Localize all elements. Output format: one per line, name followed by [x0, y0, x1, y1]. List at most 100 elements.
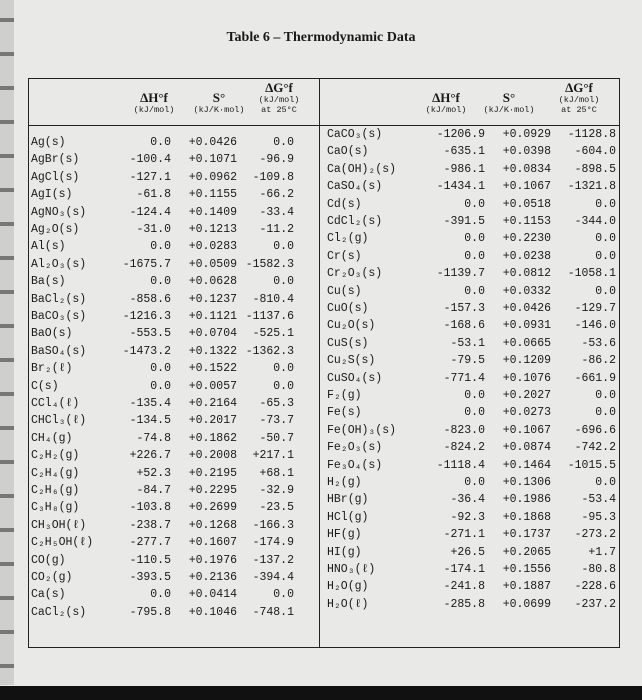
- entropy-cell: +0.2008: [188, 449, 237, 463]
- entropy-cell: +0.1737: [502, 528, 551, 542]
- table-row: CaCO₃(s) -1206.9 +0.0929 -1128.8: [327, 126, 617, 143]
- delta-h-cell: -1118.4: [436, 458, 485, 472]
- table-row: BaSO₄(s) -1473.2 +0.1322 -1362.3: [31, 343, 321, 360]
- formula-cell: BaO(s): [31, 327, 73, 341]
- table-row: CO(g) -110.5 +0.1976 -137.2: [31, 552, 321, 569]
- table-row: BaO(s) -553.5 +0.0704 -525.1: [31, 325, 321, 342]
- entropy-cell: +0.0628: [188, 275, 237, 289]
- table-row: Cl₂(g) 0.0 +0.2230 0.0: [327, 230, 617, 247]
- delta-h-cell: -61.8: [136, 188, 171, 202]
- table-row: AgBr(s) -100.4 +0.1071 -96.9: [31, 151, 321, 168]
- entropy-cell: +0.1522: [188, 362, 237, 376]
- entropy-cell: +0.2195: [188, 466, 237, 480]
- delta-g-cell: +68.1: [259, 466, 294, 480]
- delta-g-cell: -273.2: [574, 528, 616, 542]
- formula-cell: BaSO₄(s): [31, 344, 87, 358]
- delta-g-cell: 0.0: [595, 389, 616, 402]
- delta-g-cell: +217.1: [252, 449, 294, 463]
- entropy-cell: +0.2295: [188, 484, 237, 497]
- delta-h-cell: 0.0: [150, 362, 171, 376]
- formula-cell: CO(g): [31, 553, 66, 567]
- entropy-cell: +0.2136: [188, 571, 237, 584]
- entropy-cell: +0.0931: [502, 319, 551, 333]
- formula-cell: CCl₄(ℓ): [31, 397, 80, 410]
- delta-h-cell: 0.0: [150, 588, 171, 602]
- delta-h-cell: 0.0: [150, 136, 171, 149]
- delta-g-cell: 0.0: [595, 406, 616, 420]
- table-row: CH₄(g) -74.8 +0.1862 -50.7: [31, 430, 321, 447]
- header-symbol: ΔH°f: [432, 90, 460, 105]
- entropy-cell: +0.1076: [502, 371, 551, 385]
- delta-g-cell: -1128.8: [567, 128, 616, 141]
- formula-cell: Cl₂(g): [327, 232, 369, 246]
- formula-cell: Fe₃O₄(s): [327, 458, 383, 472]
- entropy-cell: +0.2699: [188, 501, 237, 515]
- formula-cell: CuSO₄(s): [327, 371, 383, 385]
- table-row: Al₂O₃(s) -1675.7 +0.0509 -1582.3: [31, 256, 321, 273]
- formula-cell: F₂(g): [327, 389, 362, 402]
- thermodynamic-table: ΔH°f (kJ/mol) S° (kJ/K·mol) ΔG°f (kJ/mol…: [28, 78, 620, 648]
- header-symbol: ΔG°f: [565, 80, 593, 95]
- entropy-cell: +0.1887: [502, 580, 551, 594]
- entropy-cell: +0.2027: [502, 389, 551, 402]
- header-unit: (kJ/mol): [133, 105, 175, 115]
- entropy-cell: +0.0414: [188, 588, 237, 602]
- delta-h-cell: -823.0: [443, 423, 485, 437]
- delta-h-cell: -1139.7: [436, 267, 485, 281]
- formula-cell: C₂H₅OH(ℓ): [31, 536, 94, 550]
- delta-g-cell: -95.3: [581, 510, 616, 524]
- entropy-cell: +0.1986: [502, 493, 551, 507]
- entropy-cell: +0.1071: [188, 153, 237, 167]
- table-row: Fe₂O₃(s) -824.2 +0.0874 -742.2: [327, 439, 617, 456]
- formula-cell: CaSO₄(s): [327, 180, 383, 194]
- entropy-cell: +0.0509: [188, 257, 237, 271]
- delta-h-cell: 0.0: [464, 389, 485, 402]
- delta-g-cell: -748.1: [252, 605, 294, 619]
- delta-h-cell: 0.0: [150, 240, 171, 254]
- entropy-cell: +0.0834: [502, 162, 551, 176]
- delta-h-cell: +52.3: [136, 466, 171, 480]
- table-row: C(s) 0.0 +0.0057 0.0: [31, 378, 321, 395]
- header-symbol: ΔH°f: [140, 90, 168, 105]
- entropy-cell: +0.0426: [502, 302, 551, 315]
- delta-h-cell: -127.1: [129, 170, 171, 184]
- table-row: Cu₂S(s) -79.5 +0.1209 -86.2: [327, 352, 617, 369]
- table-row: CCl₄(ℓ) -135.4 +0.2164 -65.3: [31, 395, 321, 412]
- entropy-cell: +0.1868: [502, 510, 551, 524]
- formula-cell: CH₃OH(ℓ): [31, 518, 87, 532]
- delta-h-cell: 0.0: [464, 232, 485, 246]
- delta-h-cell: -134.5: [129, 414, 171, 428]
- formula-cell: H₂O(g): [327, 580, 369, 594]
- delta-g-cell: 0.0: [595, 284, 616, 298]
- delta-h-cell: -1216.3: [122, 310, 171, 323]
- formula-cell: CdCl₂(s): [327, 215, 383, 228]
- entropy-cell: +0.1322: [188, 344, 237, 358]
- table-row: C₂H₄(g) +52.3 +0.2195 +68.1: [31, 465, 321, 482]
- formula-cell: Fe(OH)₃(s): [327, 423, 397, 437]
- delta-g-cell: -1058.1: [567, 267, 616, 281]
- table-row: HF(g) -271.1 +0.1737 -273.2: [327, 526, 617, 543]
- formula-cell: BaCl₂(s): [31, 292, 87, 306]
- delta-g-cell: 0.0: [273, 379, 294, 393]
- delta-g-cell: -696.6: [574, 423, 616, 437]
- entropy-cell: +0.2230: [502, 232, 551, 246]
- delta-h-cell: -103.8: [129, 501, 171, 515]
- table-row: C₃H₈(g) -103.8 +0.2699 -23.5: [31, 499, 321, 516]
- table-row: Fe(OH)₃(s) -823.0 +0.1067 -696.6: [327, 422, 617, 439]
- table-row: HBr(g) -36.4 +0.1986 -53.4: [327, 491, 617, 508]
- formula-cell: Ca(OH)₂(s): [327, 162, 397, 176]
- header-rule: [29, 125, 619, 126]
- delta-g-cell: 0.0: [273, 588, 294, 602]
- delta-h-cell: -31.0: [136, 223, 171, 236]
- delta-h-cell: -986.1: [443, 162, 485, 176]
- header-s-left: S° (kJ/K·mol): [179, 91, 259, 116]
- delta-h-cell: -241.8: [443, 580, 485, 594]
- formula-cell: Ag₂O(s): [31, 223, 80, 236]
- delta-g-cell: 0.0: [595, 249, 616, 263]
- entropy-cell: +0.0699: [502, 597, 551, 611]
- header-note: at 25°C: [261, 105, 297, 115]
- delta-h-cell: -1473.2: [122, 344, 171, 358]
- entropy-cell: +0.1862: [188, 431, 237, 445]
- table-row: CH₃OH(ℓ) -238.7 +0.1268 -166.3: [31, 517, 321, 534]
- delta-h-cell: -393.5: [129, 571, 171, 584]
